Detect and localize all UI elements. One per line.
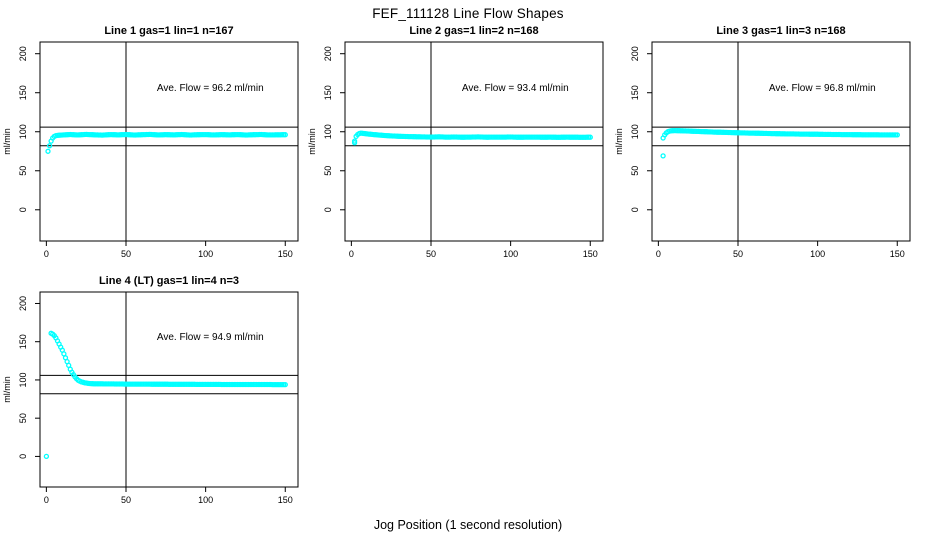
y-tick-label: 50 xyxy=(323,166,333,176)
x-tick-label: 100 xyxy=(198,495,213,505)
avg-flow-annotation: Ave. Flow = 93.4 ml/min xyxy=(462,83,569,94)
panel-1: 0 50 100 150 0 50 100 150 200 ml/min Line 1 gas=1 … xyxy=(2,25,299,259)
panel-title: Line 2 gas=1 lin=2 n=168 xyxy=(409,25,538,37)
y-axis: 0 50 100 150 200 xyxy=(18,46,40,212)
flow-data-points xyxy=(45,131,288,154)
y-tick-label: 100 xyxy=(630,124,640,139)
x-tick-label: 50 xyxy=(426,249,436,259)
x-tick-label: 150 xyxy=(278,495,293,505)
flow-data-points xyxy=(660,127,900,159)
plot-frame xyxy=(344,41,604,242)
y-axis-unit-label: ml/min xyxy=(614,128,624,155)
y-tick-label: 100 xyxy=(18,372,28,387)
data-point xyxy=(46,143,53,149)
x-axis: 0 50 100 150 xyxy=(656,241,905,259)
y-tick-label: 100 xyxy=(323,124,333,139)
panel-title: Line 3 gas=1 lin=3 n=168 xyxy=(716,25,845,37)
data-point xyxy=(894,132,900,138)
x-axis: 0 50 100 150 xyxy=(44,487,293,505)
x-axis: 0 50 100 150 xyxy=(349,241,598,259)
y-tick-label: 200 xyxy=(18,46,28,61)
panel-title: Line 4 (LT) gas=1 lin=4 n=3 xyxy=(99,275,239,287)
flow-data-points xyxy=(43,330,288,460)
data-point xyxy=(587,134,593,140)
y-tick-label: 0 xyxy=(18,207,28,212)
y-tick-label: 150 xyxy=(18,334,28,349)
avg-flow-annotation: Ave. Flow = 96.2 ml/min xyxy=(157,83,264,94)
x-axis: 0 50 100 150 xyxy=(44,241,293,259)
outlier-point xyxy=(43,453,50,460)
y-axis-unit-label: ml/min xyxy=(307,128,317,155)
y-tick-label: 150 xyxy=(323,85,333,100)
y-tick-label: 50 xyxy=(630,166,640,176)
x-tick-label: 0 xyxy=(349,249,354,259)
panel-3: 0 50 100 150 0 50 100 150 200 ml/min Line 3 gas=1 … xyxy=(614,25,911,259)
y-tick-label: 0 xyxy=(18,454,28,459)
data-point xyxy=(282,381,288,388)
flow-data-points xyxy=(351,130,593,146)
x-tick-label: 100 xyxy=(503,249,518,259)
panel-2: 0 50 100 150 0 50 100 150 200 ml/min Line 2 gas=1 … xyxy=(307,25,604,259)
x-tick-label: 0 xyxy=(44,249,49,259)
y-tick-label: 0 xyxy=(323,207,333,212)
plot-frame xyxy=(39,291,299,488)
y-tick-label: 150 xyxy=(630,85,640,100)
y-tick-label: 200 xyxy=(323,46,333,61)
x-tick-label: 50 xyxy=(121,249,131,259)
x-tick-label: 0 xyxy=(656,249,661,259)
panel-4: 0 50 100 150 0 50 100 150 200 ml/min Line 4 (LT) g… xyxy=(2,275,299,505)
panel-title: Line 1 gas=1 lin=1 n=167 xyxy=(104,25,233,37)
avg-flow-annotation: Ave. Flow = 94.9 ml/min xyxy=(157,332,264,343)
y-axis: 0 50 100 150 200 xyxy=(630,46,652,212)
plot-frame xyxy=(39,41,299,242)
y-tick-label: 150 xyxy=(18,85,28,100)
x-tick-label: 0 xyxy=(44,495,49,505)
x-tick-label: 150 xyxy=(890,249,905,259)
outlier-point xyxy=(660,153,666,159)
outlier-point xyxy=(351,140,358,146)
y-tick-label: 100 xyxy=(18,124,28,139)
y-axis-unit-label: ml/min xyxy=(2,128,12,155)
y-tick-label: 200 xyxy=(630,46,640,61)
y-axis: 0 50 100 150 200 xyxy=(18,296,40,459)
plot-frame xyxy=(651,41,911,242)
x-tick-label: 100 xyxy=(810,249,825,259)
x-tick-label: 50 xyxy=(733,249,743,259)
data-point xyxy=(282,132,288,138)
x-tick-label: 150 xyxy=(278,249,293,259)
outlier-point xyxy=(45,148,51,154)
y-axis-unit-label: ml/min xyxy=(2,376,12,403)
y-tick-label: 50 xyxy=(18,413,28,423)
y-axis: 0 50 100 150 200 xyxy=(323,46,345,212)
y-tick-label: 0 xyxy=(630,207,640,212)
y-tick-label: 50 xyxy=(18,166,28,176)
figure-title: FEF_111128 Line Flow Shapes xyxy=(372,6,564,21)
avg-flow-annotation: Ave. Flow = 96.8 ml/min xyxy=(769,83,876,94)
x-tick-label: 50 xyxy=(121,495,131,505)
y-tick-label: 200 xyxy=(18,296,28,311)
x-axis-label: Jog Position (1 second resolution) xyxy=(373,518,563,532)
x-tick-label: 100 xyxy=(198,249,213,259)
x-tick-label: 150 xyxy=(583,249,598,259)
